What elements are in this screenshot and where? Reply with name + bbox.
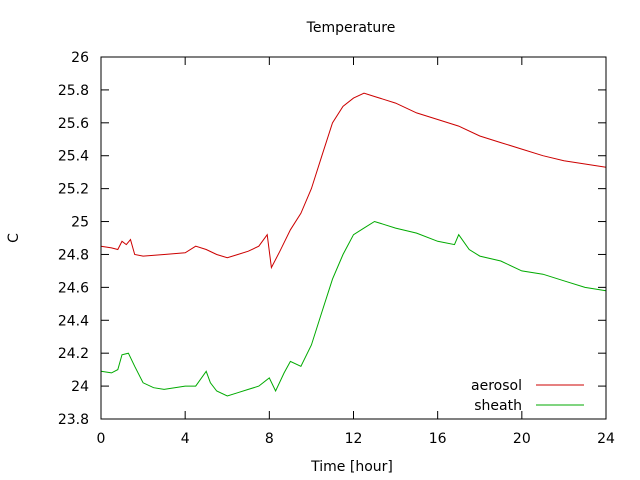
x-tick-label: 24 [597,431,615,447]
plot-lines [100,92,607,397]
legend-label-aerosol: aerosol [471,378,522,394]
y-tick-label: 24 [71,379,89,395]
x-tick-label: 8 [265,431,274,447]
y-tick-label: 24.6 [58,280,89,296]
legend-label-sheath: sheath [474,398,522,414]
x-tick-label: 0 [97,431,106,447]
y-tick-label: 23.8 [58,412,89,428]
y-tick-label: 24.4 [58,313,89,329]
x-axis-label: Time [hour] [310,459,393,475]
y-axis-label: C [6,233,22,243]
x-tick-label: 4 [181,431,190,447]
series-line-aerosol [100,92,607,270]
y-tick-label: 25.8 [58,83,89,99]
y-tick-label: 26 [71,50,89,66]
plot-frame [100,56,607,420]
y-tick-label: 25 [71,215,89,231]
x-tick-label: 20 [513,431,531,447]
legend: aerosol sheath [471,378,584,414]
x-tick-label: 16 [429,431,447,447]
series-line-sheath [100,220,607,397]
x-tick-label: 12 [345,431,363,447]
axis-ticks: 0 4 8 12 16 20 24 23.8 24 24.2 24.4 24.6 24.8 25 25.2 2… [58,50,615,447]
y-tick-label: 25.2 [58,182,89,198]
y-tick-label: 24.8 [58,247,89,263]
chart-title: Temperature [306,20,396,36]
y-tick-label: 25.4 [58,149,89,165]
y-tick-label: 24.2 [58,346,89,362]
y-tick-label: 25.6 [58,116,89,132]
